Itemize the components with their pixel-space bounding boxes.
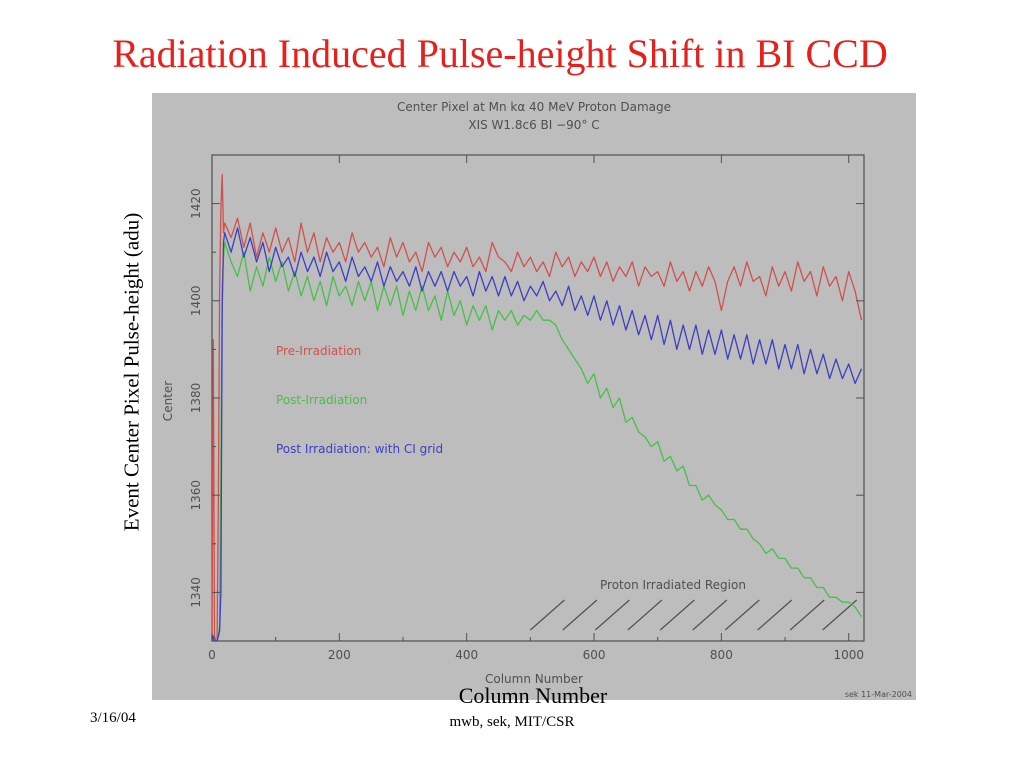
footer-credit: mwb, sek, MIT/CSR (449, 714, 575, 730)
y-tick-label: 1360 (189, 480, 203, 511)
hatch-line (594, 599, 630, 631)
chart-panel: 0 200 400 600 800 1000 1340 1360 1380 1400 1420 Ce… (152, 93, 916, 700)
y-tick-label: 1400 (189, 286, 203, 317)
post-ci-grid-line (211, 227, 863, 642)
legend-post-ci-grid: Post Irradiation: with CI grid (276, 442, 443, 456)
footer-date: 3/16/04 (90, 710, 136, 726)
series-layer (211, 173, 863, 642)
x-tick-label: 1000 (833, 648, 864, 662)
irradiated-region-label: Proton Irradiated Region (600, 578, 746, 592)
legend-pre-irradiation: Pre-Irradiation (276, 344, 361, 358)
irradiated-region-hatch (529, 599, 858, 631)
x-tick-label: 400 (455, 648, 478, 662)
hatch-line (692, 599, 728, 631)
x-tick-label: 0 (208, 648, 216, 662)
hatch-line (659, 599, 695, 631)
hatch-line (562, 599, 598, 631)
y-tick-label: 1380 (189, 383, 203, 414)
x-tick-label: 600 (583, 648, 606, 662)
chart-svg: 0 200 400 600 800 1000 1340 1360 1380 1400 1420 Ce… (161, 100, 912, 699)
x-tick-label: 800 (710, 648, 733, 662)
chart-title: Center Pixel at Mn kα 40 MeV Proton Dama… (397, 100, 671, 114)
outer-y-axis-label: Event Center Pixel Pulse-height (adu) (119, 212, 144, 532)
hatch-line (627, 599, 663, 631)
legend-post-irradiation: Post-Irradiation (276, 393, 367, 407)
slide-title: Radiation Induced Pulse-height Shift in … (112, 31, 888, 76)
axis-ticks: 0 200 400 600 800 1000 1340 1360 1380 1400 1420 (189, 154, 864, 662)
hatch-line (724, 599, 760, 631)
hatch-line (822, 599, 858, 631)
post-irradiation-line (211, 241, 863, 642)
inner-ylabel: Center (161, 381, 175, 421)
pre-irradiation-line (211, 173, 863, 642)
chart-subtitle: XIS W1.8c6 BI −90° C (468, 118, 599, 132)
hatch-line (757, 599, 793, 631)
hatch-line (789, 599, 825, 631)
y-tick-label: 1340 (189, 577, 203, 608)
x-tick-label: 200 (328, 648, 351, 662)
hatch-line (529, 599, 565, 631)
chart-credit: sek 11-Mar-2004 (845, 690, 912, 699)
outer-x-axis-label: Column Number (458, 683, 608, 708)
inner-xlabel: Column Number (485, 672, 583, 686)
y-tick-label: 1420 (189, 188, 203, 219)
